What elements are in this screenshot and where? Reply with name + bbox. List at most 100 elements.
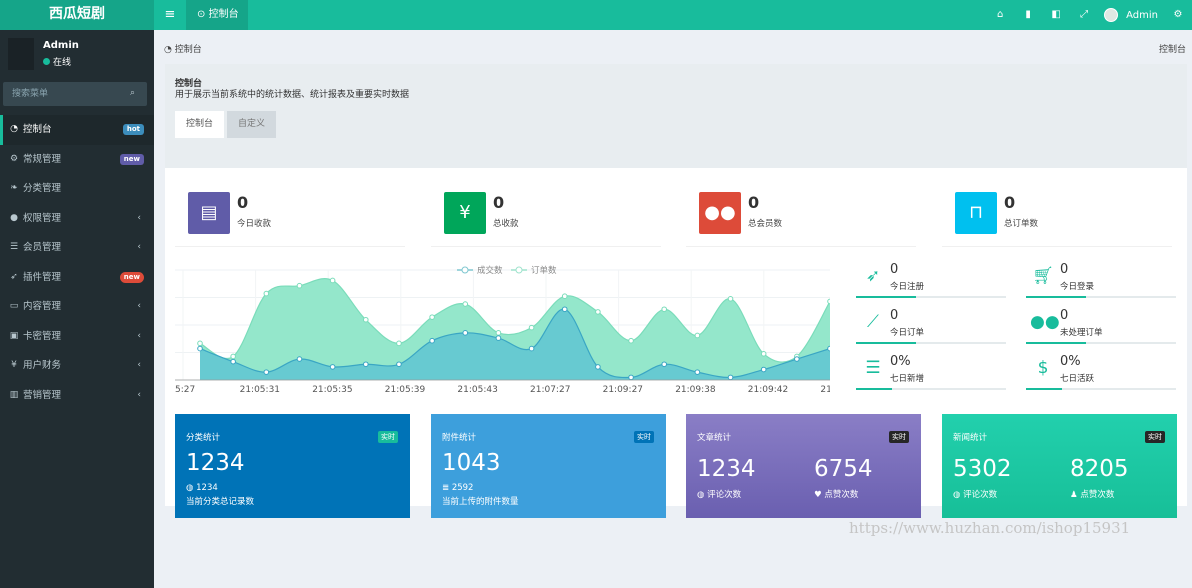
sidebar-item-finance[interactable]: ¥ 用户财务 ‹ [0,351,154,381]
x-tick-label: 21:05:35 [312,385,352,395]
mini-stat-label: 今日登录 [1060,282,1095,292]
chevron-left-icon: ‹ [137,301,141,311]
sidebar-item-marketing[interactable]: ▥ 营销管理 ‹ [0,381,154,411]
mini-stat-value: 0% [890,354,911,369]
list-icon: ☰ [9,242,19,252]
file-icon: ▭ [9,301,19,311]
data-point [296,356,303,362]
card-label-text: 评论次数 [707,490,742,500]
area-chart-icon: ⟋ [867,312,879,332]
series-area [200,309,830,380]
search-input[interactable]: 搜索菜单 [3,82,147,106]
card-title: 文章统计 [697,433,732,443]
list-alt-icon: ☰ [865,358,881,378]
mini-stat-value: 0% [1060,354,1081,369]
data-point [230,353,236,360]
stat-total-income: ¥ 0 总收款 [431,192,661,247]
data-point [694,332,701,339]
data-point [429,337,435,344]
sidebar-item-content[interactable]: ▭ 内容管理 ‹ [0,292,154,322]
fullscreen-icon[interactable]: ⤢ [1080,9,1089,20]
panel-heading: 控制台 用于展示当前系统中的统计数据、统计报表及重要实时数据 控制台 自定义 [165,64,1187,168]
legend-label: 成交数 [477,265,503,276]
nav-tab-dashboard[interactable]: ⊙ 控制台 [186,0,248,30]
mini-stat-value: 0 [1060,262,1069,277]
realtime-badge: 实时 [378,431,398,443]
sidebar-item-member[interactable]: ☰ 会员管理 ‹ [0,233,154,263]
sidebar-item-card[interactable]: ▣ 卡密管理 ‹ [0,322,154,352]
series-area [200,278,830,380]
rocket-icon: ➶ [10,271,18,282]
realtime-badge: 实时 [1145,431,1165,443]
comment-icon: ◍ [697,490,705,500]
user-menu[interactable]: Admin [1098,8,1164,22]
stat-total-members: ●● 0 总会员数 [686,192,916,247]
mini-stat-label: 今日注册 [890,282,925,292]
home-icon[interactable]: ⌂ [996,9,1004,20]
progress-bar [856,296,1006,298]
avatar [1104,8,1119,22]
card-label-likes: ♥ 点赞次数 [814,488,858,500]
heart-icon: ♥ [814,490,822,500]
sidebar-item-label: 权限管理 [23,212,62,224]
card-article-stats: 文章统计 实时 1234 6754 ◍ 评论次数 ♥ 点赞次数 [686,414,921,518]
sidebar-item-label: 用户财务 [23,360,62,371]
chevron-left-icon: ‹ [137,242,141,252]
data-point [827,345,830,352]
trash-icon[interactable]: ▮ [1025,9,1031,20]
user-name: Admin [1126,9,1158,21]
cogs-icon: ⚙ [9,153,19,164]
top-navbar: 西瓜短剧 ≡ ⊙ 控制台 ⌂ ▮ ◧ ⤢ Admin ⚙ [0,0,1192,30]
comment-icon: ◍ [186,483,194,493]
tab-custom[interactable]: 自定义 [227,111,277,138]
stat-today-income: ▤ 0 今日收款 [175,192,405,247]
chevron-left-icon: ‹ [137,212,141,223]
data-point [794,356,800,362]
breadcrumb: ◔ 控制台 [164,42,202,55]
app-logo[interactable]: 西瓜短剧 [0,0,154,30]
sidebar-toggle-icon[interactable]: ≡ [164,7,176,22]
sidebar-item-dashboard[interactable]: ◔ 控制台 hot [0,115,154,145]
data-point [661,306,668,313]
sidebar-item-category[interactable]: ❧ 分类管理 [0,174,154,204]
card-title: 分类统计 [186,433,221,443]
users-icon: ●● [1030,312,1060,332]
data-point [362,316,369,323]
sidebar-item-general[interactable]: ⚙ 常规管理 new [0,145,154,175]
users-icon: ●● [699,192,741,234]
card-attachment-stats: 附件统计 实时 1043 ≣ 2592 当前上传的附件数量 [431,414,666,518]
mini-stat-value: 0 [890,262,899,277]
progress-bar [1026,296,1176,298]
search-icon[interactable]: ⌕ [130,88,136,98]
new-badge: new [119,271,144,283]
progress-bar [1026,342,1176,344]
trend-area-chart: 5:27 21:05:31 21:05:35 21:05:39 21:05:43 21:0… [175,265,830,395]
card-category-stats: 分类统计 实时 1234 ◍ 1234 当前分类总记录数 [175,414,410,518]
cogs-icon[interactable]: ⚙ [1173,9,1183,20]
x-tick-label: 21:07:27 [530,385,570,395]
card-sub-number: 2592 [451,483,474,493]
stack-icon: ≣ [442,483,450,493]
sidebar-menu: ◔ 控制台 hot ⚙ 常规管理 new ❧ 分类管理 ● 权限管理 ‹ ☰ 会员管理 ‹ ➶ 插件… [0,115,154,410]
stat-value: 0 [237,193,249,212]
language-icon[interactable]: ◧ [1051,9,1061,20]
breadcrumb-current[interactable]: 控制台 [174,45,202,55]
sidebar-item-addon[interactable]: ➶ 插件管理 new [0,263,154,293]
book-icon: ▤ [188,192,230,234]
navbar-right: ⌂ ▮ ◧ ⤢ Admin ⚙ [986,0,1192,30]
x-tick-label: 21:05:31 [240,385,280,395]
sidebar-item-label: 会员管理 [23,242,62,253]
group-icon: ● [10,212,18,223]
breadcrumb-right: 控制台 [1158,45,1186,55]
mini-stat-register: ➶ 0 今日注册 [856,262,1006,306]
shopping-bag-icon: ⊓ [955,192,997,234]
card-value-comments: 1234 [697,456,756,482]
chevron-left-icon: ‹ [137,330,141,341]
tab-dashboard[interactable]: 控制台 [175,111,225,138]
mini-stat-label: 七日活跃 [1060,374,1095,384]
sidebar-item-auth[interactable]: ● 权限管理 ‹ [0,204,154,234]
data-point [561,306,568,313]
card-value: 1043 [442,450,501,476]
watermark: https://www.huzhan.com/ishop15931 [849,519,1131,537]
x-tick-label: 21:09: [820,385,830,395]
